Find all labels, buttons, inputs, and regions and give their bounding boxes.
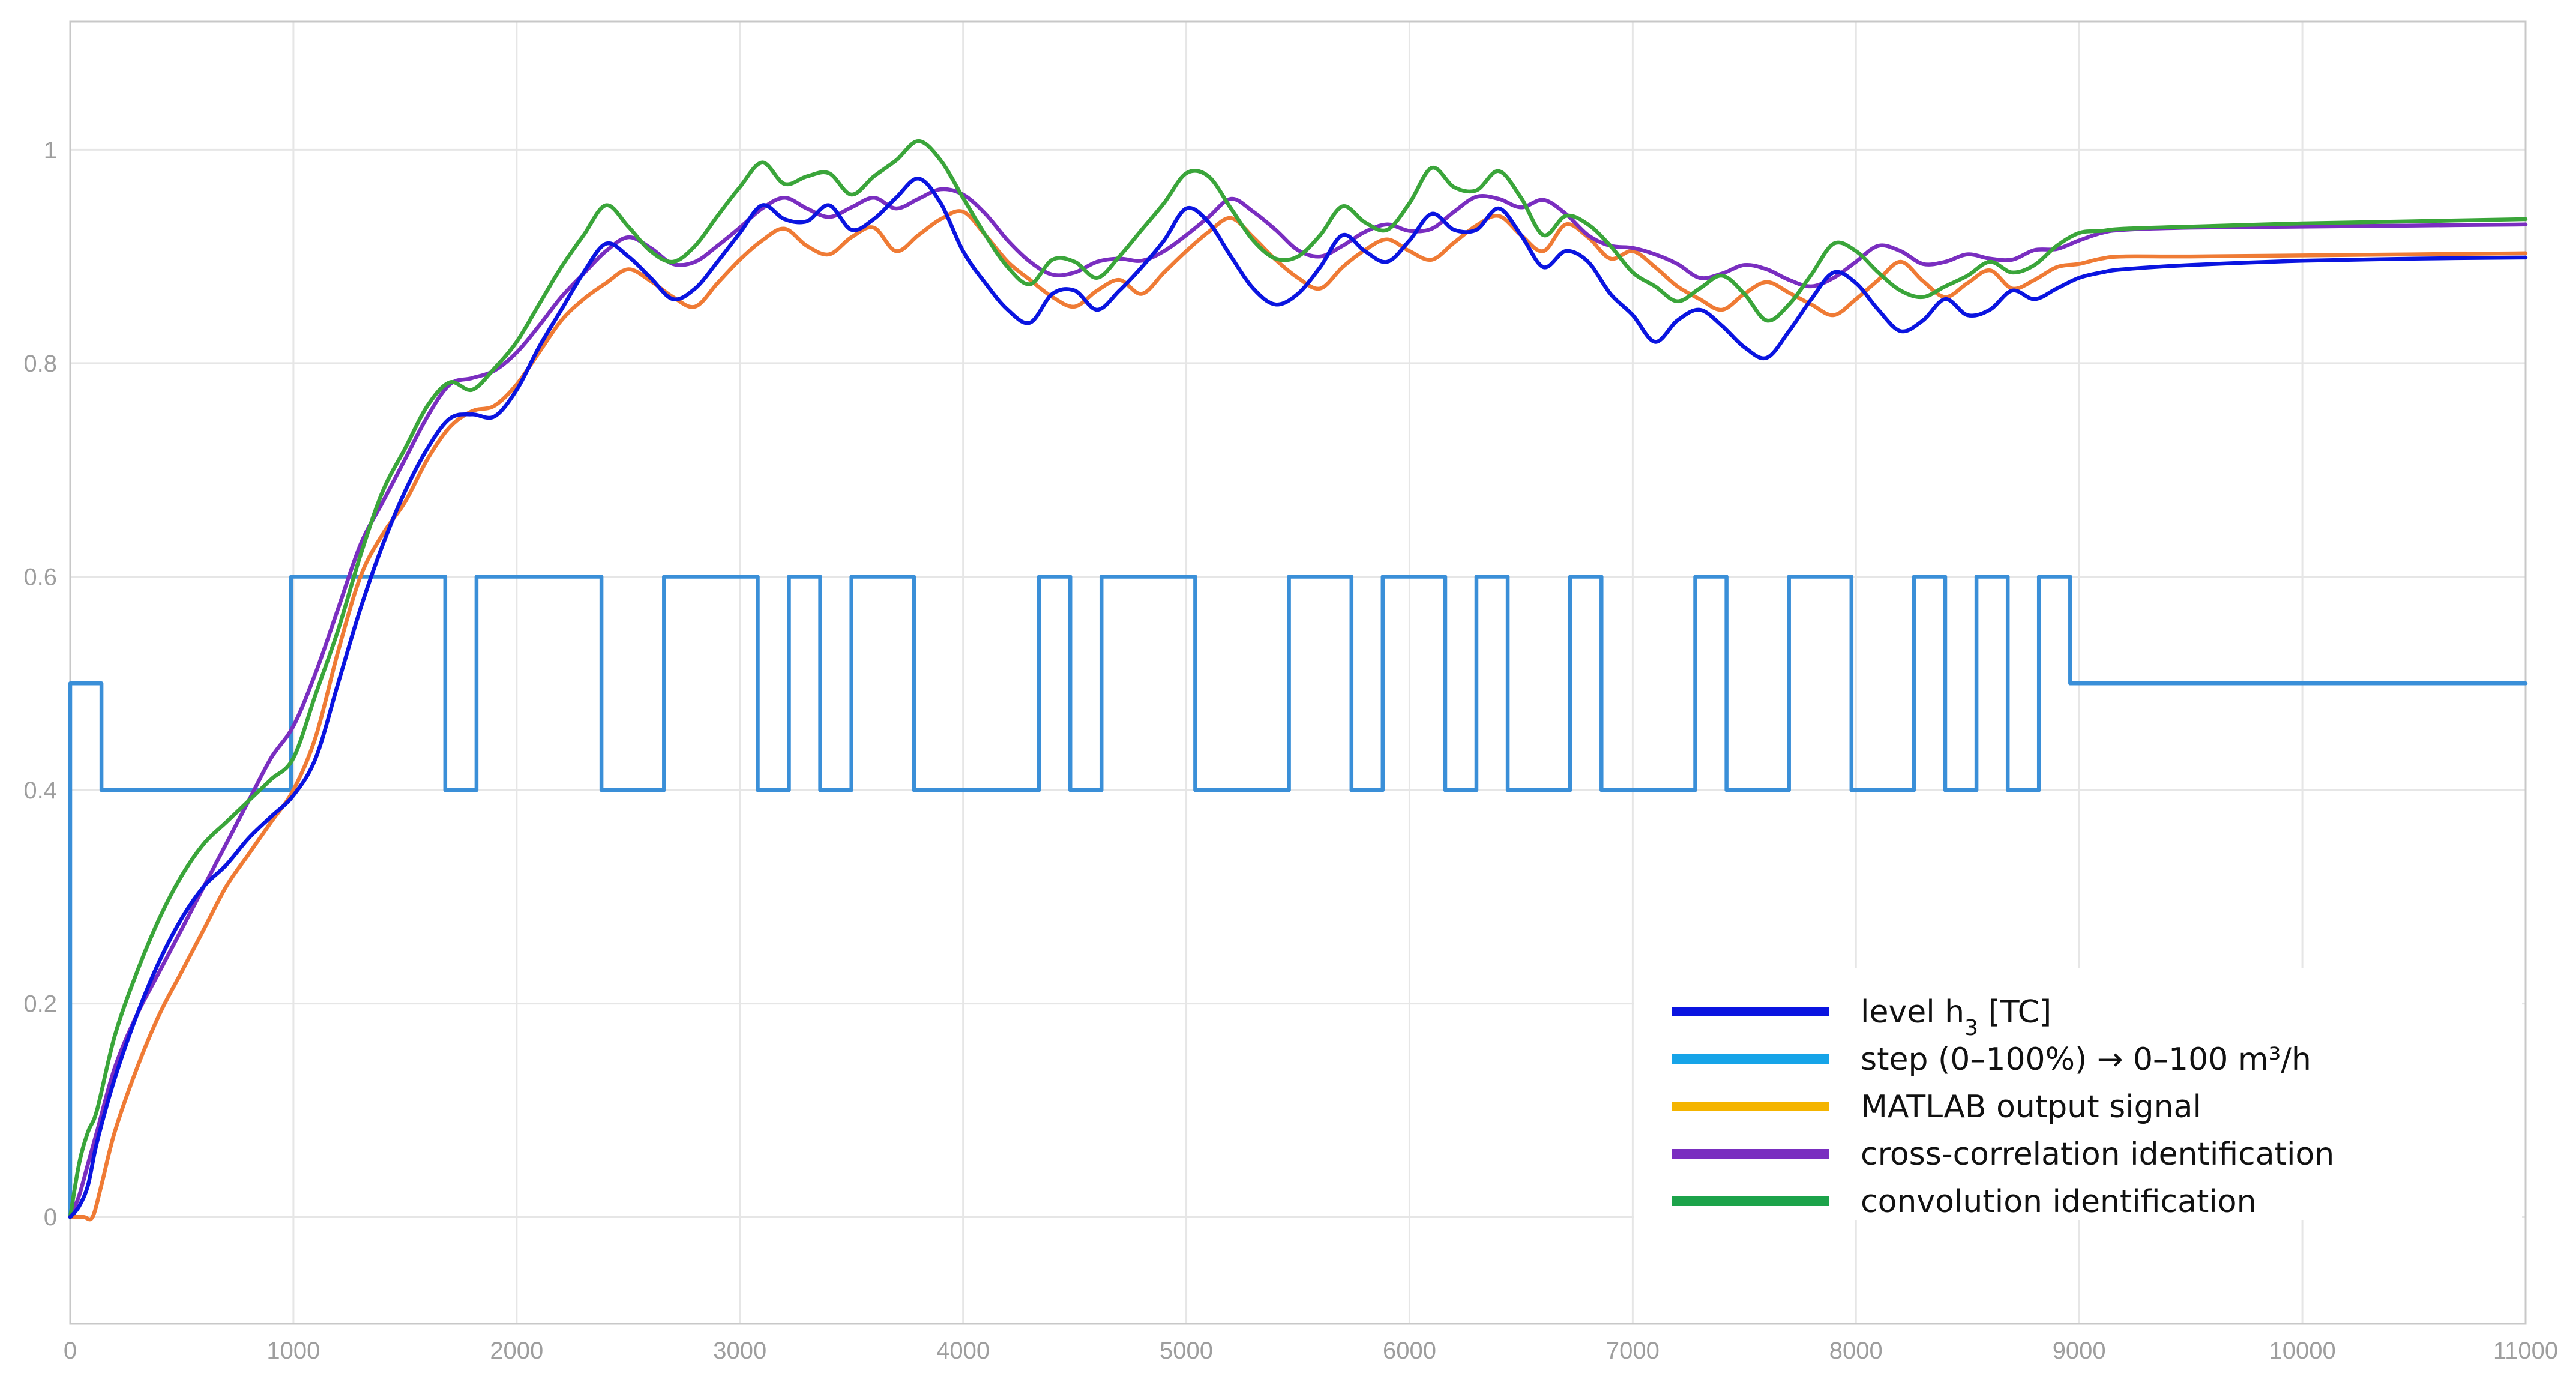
- series-line-4: [68, 177, 2528, 1219]
- legend-label: step (0–100%) → 0–100 m³/h: [1861, 1042, 2311, 1078]
- x-tick-label: 0: [64, 1338, 77, 1364]
- series-line-0: [68, 575, 2528, 1219]
- series-line-1: [68, 209, 2528, 1222]
- x-tick-label: 10000: [2269, 1338, 2335, 1364]
- x-tick-label: 9000: [2053, 1338, 2106, 1364]
- legend-label: cross-correlation identification: [1861, 1136, 2334, 1172]
- x-tick-label: 11000: [2493, 1338, 2558, 1364]
- x-tick-label: 5000: [1160, 1338, 1213, 1364]
- y-tick-label: 1: [44, 137, 57, 163]
- legend: level h3 [TC]step (0–100%) → 0–100 m³/hM…: [1634, 968, 2522, 1220]
- y-tick-label: 0.4: [23, 777, 57, 804]
- series-lines: [68, 139, 2528, 1222]
- x-tick-label: 8000: [1829, 1338, 1883, 1364]
- x-tick-label: 3000: [713, 1338, 766, 1364]
- y-tick-label: 0.2: [23, 991, 57, 1018]
- x-tick-label: 7000: [1606, 1338, 1660, 1364]
- x-tick-label: 6000: [1383, 1338, 1436, 1364]
- y-tick-label: 0: [44, 1204, 57, 1231]
- y-tick-label: 0.6: [23, 564, 57, 590]
- series-line-3: [68, 139, 2528, 1219]
- legend-label: MATLAB output signal: [1861, 1089, 2201, 1125]
- legend-label: convolution identification: [1861, 1184, 2257, 1220]
- plot-frame: [69, 20, 2527, 1325]
- x-tick-label: 2000: [490, 1338, 543, 1364]
- tick-labels: 0 1000 2000 3000 4000 5000 6000 7000 8000 9000 100…: [23, 137, 2558, 1364]
- y-tick-label: 0.8: [23, 351, 57, 377]
- x-tick-label: 4000: [936, 1338, 990, 1364]
- x-tick-label: 1000: [266, 1338, 320, 1364]
